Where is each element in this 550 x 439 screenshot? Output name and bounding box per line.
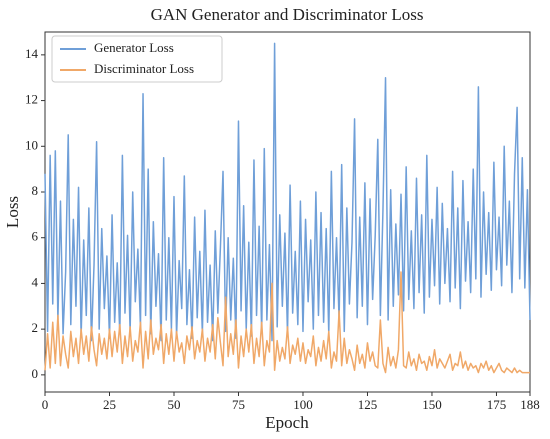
legend-box	[51, 35, 223, 83]
x-axis-label: Epoch	[265, 413, 309, 432]
x-tick-label: 25	[103, 397, 116, 412]
line-series	[44, 271, 530, 374]
x-tick-label: 125	[358, 397, 378, 412]
y-tick-label: 6	[32, 229, 39, 244]
x-tick-label: 188	[520, 397, 540, 412]
y-tick-label: 4	[32, 274, 39, 289]
line-series	[44, 42, 531, 342]
y-tick-label: 2	[32, 320, 39, 335]
x-tick-label: 50	[167, 397, 180, 412]
y-tick-label: 0	[32, 366, 39, 381]
x-tick-label: 150	[422, 397, 442, 412]
y-axis-label: Loss	[3, 196, 22, 228]
x-tick-label: 0	[42, 397, 49, 412]
x-tick-label: 175	[487, 397, 507, 412]
y-tick-label: 10	[25, 137, 38, 152]
x-tick-label: 100	[293, 397, 313, 412]
y-tick-label: 8	[32, 183, 39, 198]
legend-label: Generator Loss	[94, 40, 174, 55]
chart-title: GAN Generator and Discriminator Loss	[151, 5, 424, 24]
x-tick-label: 75	[232, 397, 245, 412]
y-tick-label: 12	[25, 92, 38, 107]
legend-label: Discriminator Loss	[94, 61, 194, 76]
y-tick-label: 14	[25, 46, 39, 61]
